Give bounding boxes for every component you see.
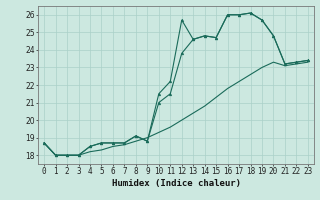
X-axis label: Humidex (Indice chaleur): Humidex (Indice chaleur) [111, 179, 241, 188]
